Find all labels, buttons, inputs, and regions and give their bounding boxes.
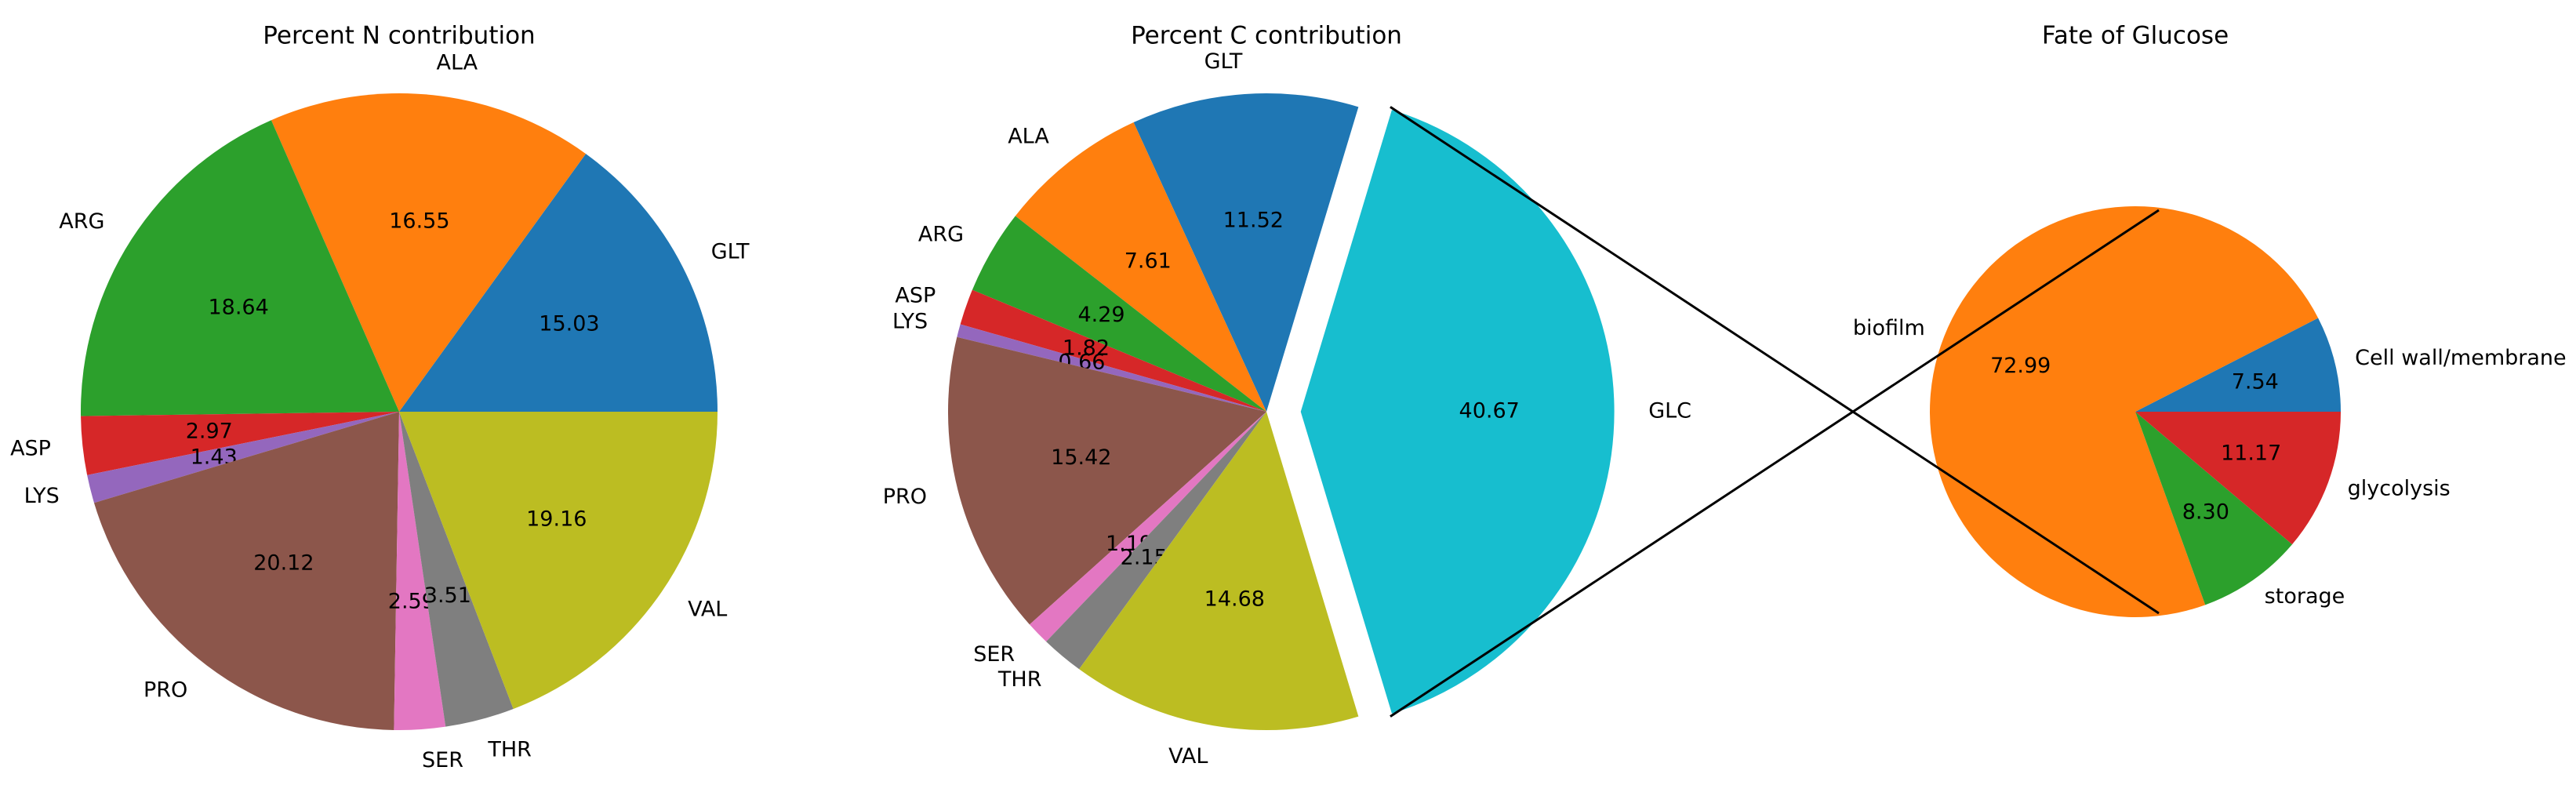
chart-title: Percent N contribution: [263, 22, 535, 50]
category-label: LYS: [892, 310, 928, 334]
wedge-lys: [87, 412, 399, 503]
category-label: GLT: [711, 239, 750, 263]
wedge-pro: [93, 412, 400, 730]
category-label: GLT: [1204, 49, 1243, 74]
wedge-thr: [1046, 412, 1266, 670]
wedge-ser: [1029, 412, 1266, 642]
value-label: 11.52: [1223, 208, 1284, 232]
wedge-asp: [960, 289, 1266, 412]
value-label: 19.16: [526, 507, 587, 531]
wedge-biofilm: [1930, 206, 2319, 618]
pie-chart-3: Fate of Glucose Cell wall/membrane 7.54 bio…: [1853, 22, 2567, 618]
wedge-pro: [948, 336, 1266, 625]
value-label: 11.17: [2221, 442, 2281, 466]
value-label: 7.54: [2232, 370, 2279, 394]
value-label: 2.97: [186, 420, 233, 444]
wedge-arg: [972, 216, 1266, 412]
chart-title: Fate of Glucose: [2042, 22, 2229, 50]
value-label: 7.61: [1125, 249, 1172, 273]
value-label: 72.99: [1990, 354, 2051, 378]
value-label: 4.29: [1077, 303, 1125, 327]
category-label: SER: [973, 642, 1015, 667]
category-label: GLC: [1648, 398, 1691, 423]
category-label: Cell wall/membrane: [2355, 346, 2567, 370]
category-label: biofilm: [1853, 316, 1925, 340]
wedge-glycolysis: [2135, 412, 2341, 545]
category-label: glycolysis: [2348, 477, 2451, 501]
wedge-glc: [1295, 104, 1619, 720]
value-label: 14.68: [1204, 587, 1265, 612]
value-label: 20.12: [253, 551, 314, 576]
category-label: ARG: [59, 209, 104, 234]
category-label: ASP: [895, 283, 936, 307]
value-label: 3.51: [424, 583, 471, 608]
category-label: THR: [487, 737, 532, 761]
category-label: ALA: [436, 50, 478, 75]
value-label: 16.55: [389, 209, 449, 233]
value-label: 8.30: [2182, 500, 2229, 525]
category-label: storage: [2265, 584, 2345, 609]
category-label: VAL: [688, 597, 727, 621]
connector-line-top: [1390, 209, 2160, 718]
value-label: 15.42: [1051, 445, 1111, 470]
wedge-glt: [399, 154, 718, 412]
wedge-cell-wall-membrane: [2135, 318, 2341, 412]
connector-line-bottom: [1390, 106, 2160, 615]
chart-title: Percent C contribution: [1131, 22, 1402, 50]
category-label: PRO: [883, 485, 927, 509]
value-label: 40.67: [1459, 398, 1520, 423]
category-label: SER: [422, 748, 463, 772]
wedge-storage: [2135, 412, 2293, 605]
wedge-val: [1079, 412, 1359, 730]
wedge-thr: [399, 412, 514, 727]
category-label: PRO: [144, 678, 187, 702]
pie-chart-1: Percent N contribution GLT 15.03 ALA 16.55 AR…: [10, 22, 750, 773]
wedge-ser: [394, 412, 446, 730]
wedge-lys: [957, 324, 1266, 412]
value-label: 18.64: [208, 296, 268, 320]
category-label: VAL: [1168, 744, 1208, 769]
category-label: LYS: [24, 484, 60, 508]
category-label: ASP: [10, 436, 51, 460]
category-label: THR: [997, 667, 1042, 692]
wedge-asp: [81, 412, 399, 475]
wedge-ala: [271, 93, 587, 412]
category-label: ALA: [1008, 124, 1049, 148]
category-label: ARG: [918, 223, 964, 247]
wedge-val: [399, 412, 718, 709]
wedge-ala: [1015, 122, 1266, 412]
wedge-arg: [80, 120, 400, 416]
value-label: 15.03: [539, 312, 599, 336]
wedge-glt: [1133, 93, 1359, 412]
